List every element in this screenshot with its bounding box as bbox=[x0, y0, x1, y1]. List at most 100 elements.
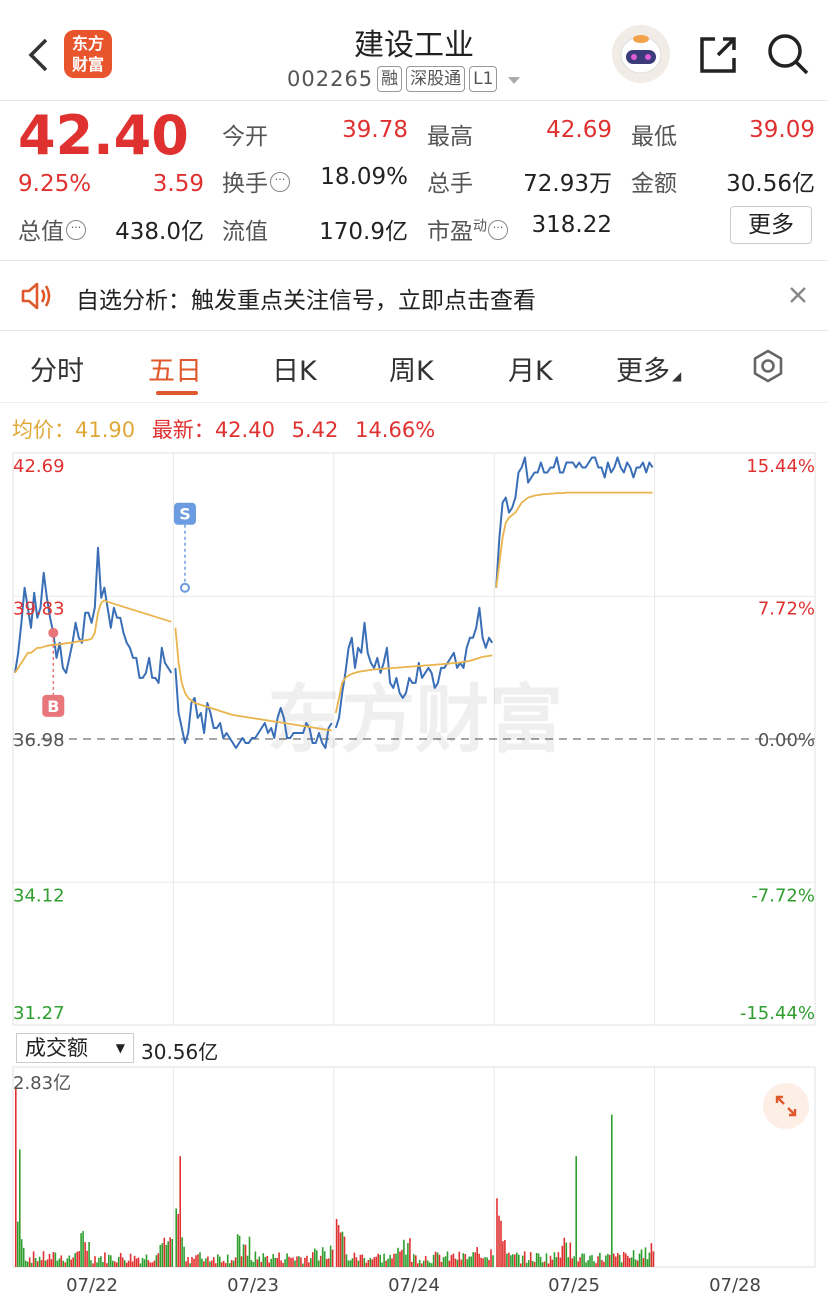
volume-bar bbox=[456, 1259, 459, 1267]
volume-bar bbox=[131, 1261, 134, 1267]
volume-bar bbox=[601, 1259, 603, 1267]
change-amount: 3.59 bbox=[152, 171, 204, 197]
chevron-down-icon[interactable] bbox=[507, 70, 521, 89]
volume-bar bbox=[363, 1257, 366, 1267]
volume-bar bbox=[482, 1258, 484, 1267]
volume-bar bbox=[64, 1262, 67, 1267]
notice-bar[interactable]: 自选分析：触发重点关注信号，立即点击查看 bbox=[0, 261, 828, 330]
price-line-day-1 bbox=[14, 546, 173, 684]
volume-bar bbox=[284, 1259, 286, 1267]
volume-bar bbox=[80, 1233, 82, 1267]
volume-bar bbox=[86, 1250, 88, 1267]
volume-bar bbox=[411, 1261, 413, 1267]
volume-bar bbox=[187, 1257, 189, 1267]
volume-bar bbox=[302, 1263, 304, 1267]
volume-bar bbox=[638, 1253, 641, 1267]
five-day-price-chart[interactable]: 东方财富 42.69 39.83 36.98 34.12 31.27 15.44% 7.72… bbox=[0, 450, 828, 1030]
volume-bar bbox=[117, 1256, 120, 1267]
trade-marker-label: S bbox=[179, 505, 191, 524]
volume-bar bbox=[203, 1261, 205, 1267]
volume-bar bbox=[110, 1255, 112, 1267]
stock-name: 建设工业 bbox=[354, 28, 474, 63]
tab-monthly-k[interactable]: 月K bbox=[508, 356, 553, 387]
volume-bar bbox=[38, 1256, 41, 1267]
volume-bar bbox=[476, 1247, 478, 1267]
volume-bar bbox=[232, 1260, 235, 1267]
back-arrow-icon[interactable] bbox=[26, 38, 52, 72]
volume-bar bbox=[139, 1263, 142, 1267]
tab-intraday[interactable]: 分时 bbox=[30, 356, 84, 387]
dropdown-triangle-icon: ▼ bbox=[115, 1041, 125, 1055]
y-tick-left: 31.27 bbox=[13, 1003, 65, 1024]
tab-five-day[interactable]: 五日 bbox=[148, 356, 202, 387]
sell-marker[interactable] bbox=[173, 502, 196, 525]
volume-bar bbox=[401, 1249, 403, 1267]
volume-bar bbox=[605, 1255, 607, 1267]
volume-selector[interactable]: 成交额 ▼ bbox=[16, 1033, 134, 1063]
settings-gear-icon[interactable] bbox=[751, 349, 785, 383]
volume-bar bbox=[76, 1251, 78, 1267]
volume-bar bbox=[36, 1261, 39, 1267]
current-price: 42.40 bbox=[18, 104, 189, 167]
volume-bar bbox=[215, 1263, 217, 1267]
avg-value: 41.90 bbox=[75, 418, 136, 442]
volume-bar bbox=[652, 1251, 655, 1267]
info-icon[interactable]: ··· bbox=[270, 172, 290, 192]
share-icon[interactable] bbox=[697, 34, 739, 76]
avg-line-day-4 bbox=[495, 491, 653, 588]
y-tick-right: 7.72% bbox=[758, 598, 815, 619]
x-tick-label: 07/25 bbox=[548, 1275, 600, 1296]
volume-bar bbox=[193, 1258, 195, 1267]
volume-bar bbox=[161, 1243, 164, 1267]
info-icon[interactable]: ··· bbox=[66, 220, 86, 240]
tab-more[interactable]: 更多 ◢ bbox=[616, 356, 682, 387]
close-icon[interactable] bbox=[788, 285, 808, 305]
tab-daily-k[interactable]: 日K bbox=[272, 356, 317, 387]
y-tick-left: 42.69 bbox=[13, 456, 65, 477]
volume-chart[interactable]: 2.83亿 07/22 07/23 07/24 07/25 07/28 bbox=[0, 1066, 828, 1305]
more-button[interactable]: 更多 bbox=[730, 206, 812, 244]
volume-bar bbox=[599, 1252, 601, 1267]
volume-bar bbox=[553, 1252, 556, 1267]
robot-avatar-icon[interactable] bbox=[612, 25, 670, 83]
volume-bar bbox=[329, 1245, 332, 1267]
volume-bar bbox=[545, 1253, 548, 1267]
volume-bar bbox=[159, 1245, 162, 1267]
volume-bar bbox=[48, 1253, 51, 1267]
tab-weekly-k[interactable]: 周K bbox=[389, 356, 434, 387]
volume-bar bbox=[20, 1239, 23, 1267]
volume-bar bbox=[543, 1261, 546, 1267]
avg-line-day-3 bbox=[334, 654, 493, 714]
volume-bar bbox=[151, 1262, 154, 1267]
volume-bar bbox=[498, 1215, 500, 1267]
volume-bar bbox=[335, 1219, 338, 1267]
volume-bar bbox=[361, 1254, 364, 1267]
volume-bar bbox=[640, 1249, 643, 1267]
volume-bar bbox=[551, 1259, 554, 1267]
volume-bar bbox=[317, 1260, 320, 1267]
buy-marker[interactable] bbox=[42, 694, 65, 717]
price-line-day-4 bbox=[495, 456, 654, 588]
volume-bar bbox=[260, 1262, 263, 1267]
volume-bar bbox=[591, 1255, 593, 1267]
info-icon[interactable]: ··· bbox=[488, 220, 508, 240]
volume-bar bbox=[341, 1231, 344, 1267]
search-icon[interactable] bbox=[766, 32, 810, 76]
expand-button[interactable] bbox=[763, 1083, 809, 1129]
volume-bar bbox=[155, 1255, 158, 1267]
price-line-day-2 bbox=[174, 667, 333, 749]
volume-bar bbox=[500, 1220, 502, 1267]
volume-bar bbox=[19, 1149, 21, 1267]
volume-bar bbox=[389, 1254, 391, 1267]
volume-bar bbox=[407, 1243, 409, 1267]
float-value: 170.9亿 bbox=[319, 219, 408, 245]
volume-bar bbox=[571, 1258, 573, 1267]
float-label: 流值 bbox=[222, 219, 268, 245]
volume-bar bbox=[316, 1250, 318, 1267]
volume-bar bbox=[438, 1254, 441, 1267]
volume-bar bbox=[323, 1251, 326, 1267]
volume-bar bbox=[264, 1257, 267, 1267]
volume-bar bbox=[650, 1243, 653, 1267]
volume-bar bbox=[169, 1237, 171, 1267]
volume-bar bbox=[516, 1252, 518, 1267]
